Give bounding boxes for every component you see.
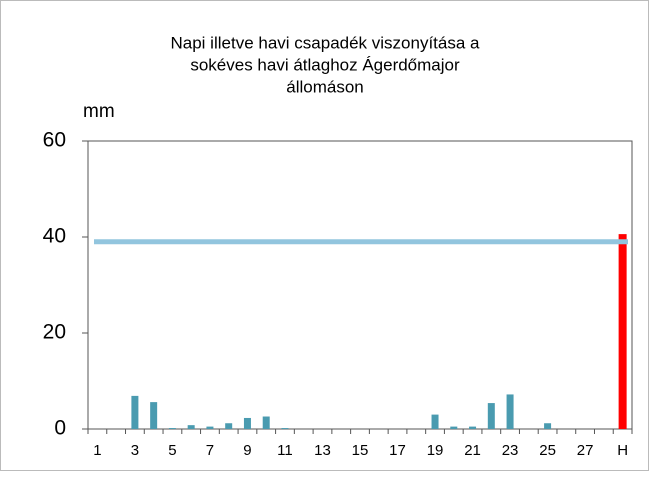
y-tick-label: 40 (43, 225, 66, 248)
x-tick-label: H (617, 442, 628, 459)
x-tick-label: 11 (277, 442, 293, 459)
bar (487, 403, 495, 429)
x-tick-label: 23 (502, 442, 519, 459)
bar (168, 428, 176, 429)
bar (506, 394, 514, 429)
bar (431, 414, 439, 429)
x-tick-label: 5 (168, 442, 176, 459)
x-tick-label: 3 (131, 442, 139, 459)
bar (243, 417, 251, 429)
x-tick-label: 21 (464, 442, 481, 459)
x-tick-label: 19 (427, 442, 444, 459)
bar (187, 425, 195, 429)
x-tick-label: 7 (206, 442, 214, 459)
chart-title: állomáson (286, 77, 364, 96)
x-tick-label: 15 (352, 442, 369, 459)
bar (150, 402, 158, 429)
y-tick-label: 60 (43, 129, 66, 152)
x-tick-label: 27 (577, 442, 594, 459)
bar (225, 423, 233, 429)
chart-title: Napi illetve havi csapadék viszonyítása … (171, 33, 481, 52)
bar (618, 234, 627, 429)
x-tick-label: 13 (314, 442, 331, 459)
y-tick-label: 20 (43, 321, 66, 344)
bar (469, 426, 477, 429)
bar (450, 426, 458, 429)
chart-frame (0, 0, 649, 471)
y-axis-label: mm (83, 101, 115, 122)
plot-area (87, 140, 633, 430)
bar (544, 423, 552, 429)
x-tick-label: 9 (243, 442, 251, 459)
bar (281, 428, 289, 429)
bar (206, 426, 214, 429)
bar (262, 416, 270, 429)
chart-title: sokéves havi átlaghoz Ágerdőmajor (190, 55, 460, 74)
x-tick-label: 25 (539, 442, 556, 459)
bar (131, 395, 139, 429)
x-tick-label: 17 (389, 442, 406, 459)
y-tick-label: 0 (54, 417, 66, 440)
x-tick-label: 1 (93, 442, 101, 459)
